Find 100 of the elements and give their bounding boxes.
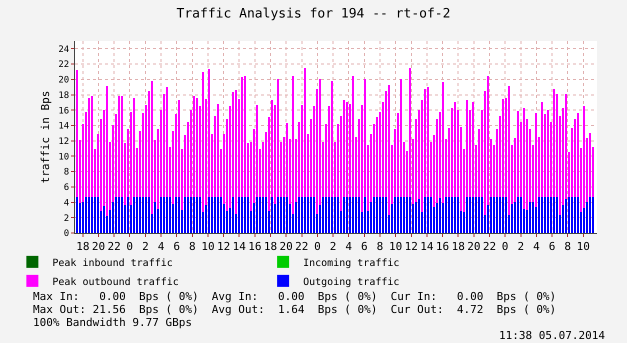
bar <box>532 202 534 233</box>
bar <box>247 197 249 233</box>
bar <box>220 197 222 233</box>
bar <box>133 197 135 233</box>
bar <box>154 202 156 233</box>
x-tick-label: 20 <box>280 240 293 254</box>
bar <box>511 204 513 233</box>
bar <box>427 197 429 233</box>
bar <box>439 198 441 233</box>
bar <box>565 199 567 233</box>
bar <box>262 197 264 233</box>
y-tick-label: 18 <box>58 90 70 101</box>
text: Max In: 0.00 Bps ( 0%) Avg In: 0.00 Bps ( 0%) Cur In: 0.00 Bps ( 0%) <box>33 290 556 303</box>
y-tick-label: 8 <box>64 168 70 178</box>
bar <box>418 199 420 233</box>
x-tick-label: 8 <box>376 240 384 254</box>
bar <box>328 197 330 233</box>
bar <box>88 197 90 233</box>
bar <box>145 197 147 233</box>
bar <box>142 197 144 233</box>
bar <box>364 197 366 233</box>
bar <box>256 197 258 233</box>
legend-label: Peak inbound traffic <box>52 258 173 269</box>
bar <box>331 197 333 233</box>
text: Max Out: 21.56 Bps ( 0%) Avg Out: 1.64 Bps ( 0%) Cur Out: 4.72 Bps ( 0%) <box>33 303 556 316</box>
bar <box>280 197 282 233</box>
bar <box>298 197 300 233</box>
bar <box>481 197 483 233</box>
bar <box>349 197 351 233</box>
bar <box>451 197 453 233</box>
x-tick-label: 20 <box>467 240 480 254</box>
bar <box>376 197 378 233</box>
bar <box>373 197 375 233</box>
bar <box>496 197 498 233</box>
bar <box>556 197 558 233</box>
text: 100% Bandwidth 9.77 GBps <box>33 316 192 329</box>
x-tick-label: 8 <box>188 240 196 254</box>
bar <box>301 197 303 233</box>
x-tick-label: 10 <box>576 240 590 254</box>
y-tick-label: 14 <box>58 122 70 132</box>
bar <box>469 197 471 233</box>
bar <box>541 197 543 233</box>
bar <box>304 197 306 233</box>
bar <box>577 197 579 233</box>
bar <box>445 197 447 233</box>
bar <box>553 197 555 233</box>
x-tick-label: 22 <box>107 240 121 254</box>
bar <box>550 197 552 233</box>
bar <box>475 197 477 233</box>
bar <box>334 197 336 233</box>
bar <box>259 197 261 233</box>
bar <box>214 197 216 233</box>
bar <box>502 197 504 233</box>
x-tick-label: 14 <box>232 240 246 254</box>
x-tick-label: 0 <box>314 240 321 254</box>
bar <box>265 197 267 233</box>
bar <box>346 197 348 233</box>
bar <box>592 197 594 233</box>
bar <box>448 197 450 233</box>
bar <box>193 197 195 233</box>
x-tick-label: 12 <box>404 240 418 254</box>
x-tick-label: 22 <box>295 240 308 254</box>
y-tick-label: 24 <box>58 44 70 55</box>
bar <box>169 197 171 233</box>
bar <box>241 197 243 233</box>
bar <box>166 197 168 233</box>
bar <box>517 197 519 233</box>
x-tick-label: 10 <box>201 240 215 254</box>
bar <box>121 197 123 233</box>
bar <box>568 197 570 233</box>
legend-label: Outgoing traffic <box>303 276 400 288</box>
x-tick-label: 18 <box>76 240 90 254</box>
y-tick-label: 22 <box>58 60 70 70</box>
bar <box>208 197 210 233</box>
bar <box>148 197 150 233</box>
bar <box>466 197 468 233</box>
legend-label: Incoming traffic <box>303 258 400 269</box>
legend-label: Peak outbound traffic <box>52 276 179 288</box>
bar <box>478 197 480 233</box>
x-tick-label: 0 <box>126 240 134 254</box>
bar <box>286 197 288 233</box>
bar <box>184 197 186 233</box>
bar <box>382 197 384 233</box>
bar <box>232 197 234 233</box>
bar <box>283 197 285 233</box>
bar <box>406 197 408 233</box>
bar <box>94 197 96 233</box>
bar <box>103 206 105 233</box>
bar <box>403 197 405 233</box>
y-axis-title: traffic in Bps <box>39 90 52 184</box>
bar <box>415 202 417 233</box>
bar <box>394 197 396 233</box>
bar <box>178 197 180 233</box>
x-tick-label: 0 <box>502 240 508 254</box>
x-tick-label: 6 <box>361 240 368 254</box>
bar <box>136 197 138 233</box>
bar <box>310 197 312 233</box>
bar <box>85 197 87 233</box>
bar <box>76 197 78 233</box>
bar <box>358 197 360 233</box>
